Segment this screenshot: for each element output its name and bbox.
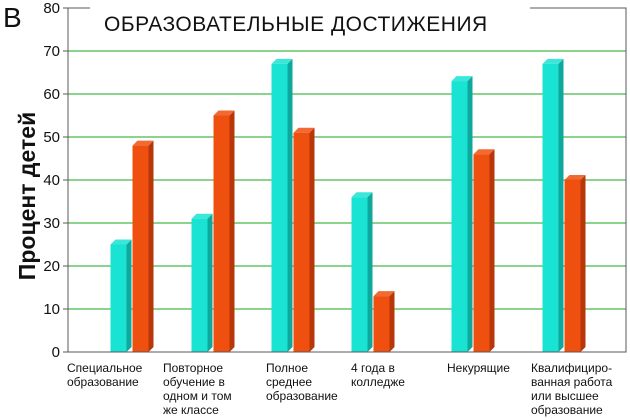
series-1-bar [271, 58, 293, 353]
bar-front [110, 244, 127, 352]
series-2-bar [373, 291, 395, 352]
bar-top [213, 110, 235, 116]
series-2-bar [132, 140, 154, 352]
x-category-label-line: обучение в [163, 375, 225, 389]
y-tick-label: 10 [43, 301, 60, 318]
panel-letter: В [3, 2, 22, 33]
y-tick-label: 50 [43, 129, 60, 146]
bar-front [213, 115, 230, 352]
bar-top [293, 127, 315, 133]
x-category-label-line: образование [266, 389, 338, 403]
chart-title: ОБРАЗОВАТЕЛЬНЫЕ ДОСТИЖЕНИЯ [104, 13, 488, 36]
bar-side [126, 239, 132, 352]
series-2-bar [473, 149, 495, 352]
x-category-label: Некурящие [447, 361, 510, 375]
bars [110, 58, 586, 353]
x-category-label-line: образование [67, 375, 139, 389]
x-category-label-line: ванная работа [531, 375, 613, 389]
y-tick-label: 30 [43, 215, 60, 232]
bar-front [271, 63, 288, 353]
bar-side [558, 58, 564, 353]
x-category-label-line: 4 года в [351, 361, 395, 375]
bar-front [564, 180, 581, 352]
x-category-label-line: колледже [351, 375, 405, 389]
series-1-bar [542, 58, 564, 353]
bar-side [309, 127, 315, 352]
bar-top [473, 149, 495, 155]
bar-front [451, 81, 468, 352]
bar-front [473, 154, 490, 352]
y-tick-label: 60 [43, 86, 60, 103]
x-category-label-line: среднее [266, 375, 312, 389]
x-category-label: Специальное образование [67, 361, 143, 389]
x-category-label: 4 года в колледже [351, 361, 405, 389]
bar-side [229, 110, 235, 352]
bar-top [351, 192, 373, 198]
bar-top [110, 239, 132, 245]
series-1-bar [451, 76, 473, 352]
y-tick-label: 70 [43, 43, 60, 60]
bar-front [351, 197, 368, 352]
bar-top [191, 213, 213, 219]
bar-front [373, 296, 390, 352]
x-category-label: Полное среднее образование [266, 361, 338, 403]
series-2-bar [293, 127, 315, 352]
x-category-label-line: Повторное [163, 361, 223, 375]
bar-top [564, 175, 586, 180]
y-tick-label: 80 [43, 0, 60, 17]
bar-top [542, 58, 564, 64]
x-category-label: Квалифициро-ванная работа или высшее образ… [531, 361, 613, 417]
x-category-label-line: Полное [266, 361, 308, 375]
series-1-bar [110, 239, 132, 352]
bar-top [132, 140, 154, 146]
bar-top [271, 58, 293, 64]
x-category-label-line: образование [531, 403, 603, 417]
series-2-bar [564, 175, 586, 352]
bar-front [293, 132, 310, 352]
bar-side [367, 192, 373, 352]
title-box [90, 5, 530, 40]
bar-side [489, 149, 495, 352]
x-category-label-line: одном и том [163, 389, 232, 403]
bar-side [207, 213, 213, 352]
bar-side [580, 175, 586, 352]
y-axis-label: Процент детей [14, 112, 40, 280]
x-category-label-line: или высшее [531, 389, 599, 403]
bar-front [132, 145, 149, 352]
x-category-label-line: же классе [163, 403, 219, 417]
bar-side [389, 291, 395, 352]
y-axis-ticks: 0 10 20 30 40 50 60 70 80 [43, 0, 60, 361]
x-category-label: Повторное обучение в одном и том же классе [163, 361, 232, 417]
bar-front [191, 218, 208, 352]
grid-lines [63, 7, 626, 353]
bar-side [148, 140, 154, 352]
y-tick-label: 20 [43, 258, 60, 275]
series-1-bar [191, 213, 213, 352]
bar-side [467, 76, 473, 352]
bar-top [451, 76, 473, 82]
x-category-label-line: Специальное [67, 361, 143, 375]
y-tick-label: 40 [43, 172, 60, 189]
x-category-label-line: Квалифициро- [531, 361, 612, 375]
y-tick-label: 0 [52, 344, 60, 361]
bar-side [287, 58, 293, 353]
x-category-label-line: Некурящие [447, 361, 510, 375]
bar-top [373, 291, 395, 297]
series-2-bar [213, 110, 235, 352]
series-1-bar [351, 192, 373, 352]
bar-front [542, 63, 559, 353]
